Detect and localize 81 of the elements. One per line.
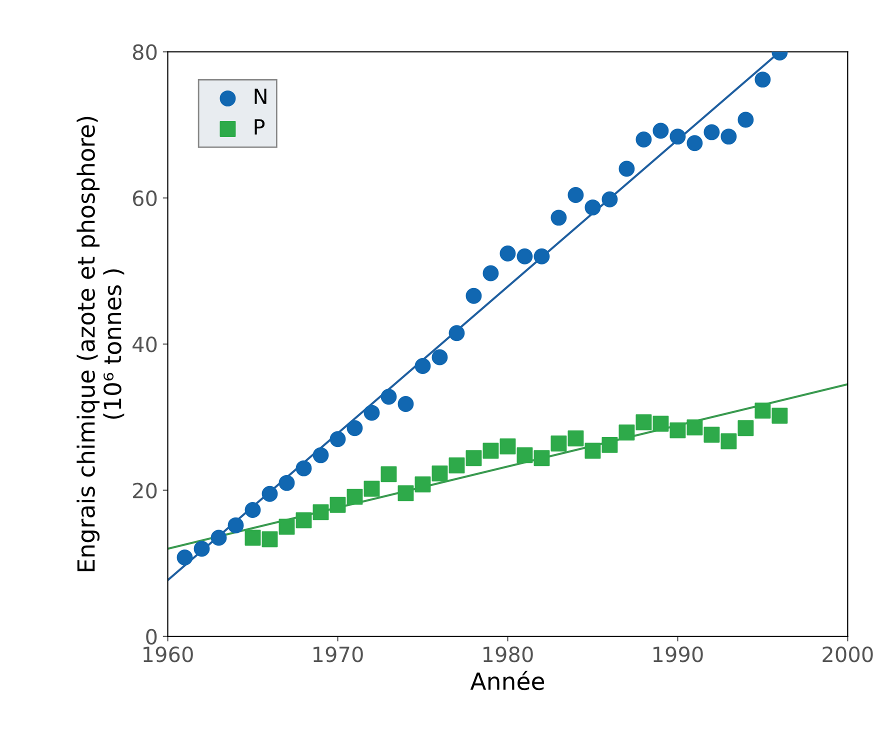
point [772, 408, 788, 424]
point [670, 128, 686, 145]
point [584, 442, 601, 459]
point [194, 540, 210, 557]
point [602, 436, 618, 453]
point [380, 388, 397, 405]
point [500, 438, 516, 454]
point [618, 160, 635, 177]
x-tick-label: 2000 [822, 646, 873, 662]
point [346, 420, 363, 436]
point [534, 450, 550, 466]
point [312, 447, 329, 464]
point [550, 210, 567, 226]
point [754, 72, 771, 88]
point [466, 288, 482, 304]
point [244, 502, 261, 518]
y-tick-label: 60 [132, 190, 157, 206]
point [380, 466, 397, 482]
point [398, 396, 414, 412]
point [414, 476, 431, 492]
point [312, 504, 329, 520]
point [516, 447, 533, 464]
point [346, 488, 363, 505]
point [754, 402, 771, 419]
point [568, 187, 584, 204]
y-tick-label: 20 [133, 482, 157, 498]
x-axis-title: Année [470, 670, 544, 690]
point [482, 265, 499, 282]
point [448, 457, 465, 474]
point [176, 550, 193, 566]
point [448, 325, 465, 342]
point [618, 424, 635, 440]
point [720, 128, 737, 145]
point [550, 436, 567, 452]
y-tick-label: 80 [132, 44, 157, 60]
point [704, 124, 720, 140]
point [500, 246, 516, 262]
legend-label: N [254, 88, 266, 104]
point [602, 191, 618, 208]
point [636, 132, 652, 148]
point [296, 460, 312, 476]
point [244, 530, 261, 546]
point [466, 450, 482, 466]
point [398, 485, 414, 502]
point [432, 349, 448, 366]
legend-label: P [254, 119, 265, 134]
point [720, 433, 737, 450]
point [414, 358, 431, 374]
point [704, 426, 720, 443]
y-tick-label: 40 [132, 336, 157, 352]
point [738, 112, 754, 128]
point [364, 404, 380, 421]
x-tick-label: 1960 [144, 646, 193, 662]
point [364, 480, 380, 497]
point [686, 135, 703, 152]
point [686, 419, 703, 436]
point [738, 420, 754, 436]
point [228, 517, 244, 534]
point [568, 430, 584, 446]
y-tick-label: 0 [146, 628, 157, 645]
point [584, 199, 601, 216]
point [516, 248, 533, 264]
point [262, 531, 278, 548]
point [330, 496, 346, 513]
point [636, 414, 652, 430]
y-axis-title: Engrais chimique (azote et phosphore) (10⁶ tonnes ) [76, 116, 124, 572]
point [482, 442, 499, 459]
x-tick-label: 1990 [653, 646, 703, 662]
point [652, 416, 669, 432]
point [296, 512, 312, 528]
point [278, 518, 295, 535]
point [432, 465, 448, 482]
point [210, 530, 227, 546]
point [330, 431, 346, 448]
point [652, 122, 669, 139]
x-tick-label: 1970 [314, 646, 363, 662]
point [262, 486, 278, 502]
point [670, 422, 686, 438]
point [534, 248, 550, 264]
point [278, 474, 295, 491]
x-tick-label: 1980 [484, 646, 533, 662]
